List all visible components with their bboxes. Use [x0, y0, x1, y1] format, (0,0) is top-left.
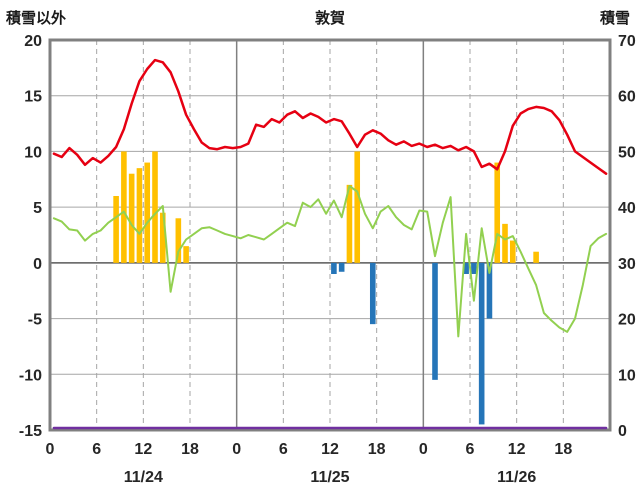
svg-text:60: 60 [618, 89, 636, 106]
right-axis-title: 積雪 [599, 10, 630, 27]
svg-text:0: 0 [232, 441, 241, 458]
svg-text:30: 30 [618, 256, 636, 273]
svg-text:40: 40 [618, 200, 636, 217]
svg-text:70: 70 [618, 33, 636, 50]
svg-text:11/24: 11/24 [124, 469, 163, 486]
svg-text:10: 10 [24, 144, 42, 161]
svg-text:0: 0 [419, 441, 428, 458]
svg-text:6: 6 [466, 441, 475, 458]
svg-text:5: 5 [33, 200, 42, 217]
svg-text:0: 0 [618, 423, 627, 440]
svg-text:11/25: 11/25 [310, 469, 349, 486]
svg-text:18: 18 [554, 441, 572, 458]
blue-bars [331, 262, 493, 425]
red-line [52, 58, 608, 175]
svg-text:12: 12 [321, 441, 339, 458]
yellow-bars [113, 151, 539, 263]
left-axis-title: 積雪以外 [6, 10, 67, 27]
svg-text:18: 18 [181, 441, 199, 458]
svg-text:6: 6 [92, 441, 101, 458]
svg-text:0: 0 [33, 256, 42, 273]
svg-text:0: 0 [46, 441, 55, 458]
svg-text:12: 12 [134, 441, 152, 458]
svg-text:12: 12 [508, 441, 526, 458]
chart-title: 敦賀 [314, 10, 345, 27]
green-line [52, 185, 608, 338]
svg-text:-10: -10 [19, 367, 42, 384]
grid-lines [50, 40, 610, 430]
svg-text:10: 10 [618, 367, 636, 384]
svg-text:-15: -15 [19, 423, 42, 440]
plot-frame [48, 38, 612, 432]
svg-text:6: 6 [279, 441, 288, 458]
svg-text:11/26: 11/26 [497, 469, 536, 486]
svg-text:50: 50 [618, 144, 636, 161]
svg-text:20: 20 [618, 312, 636, 329]
svg-text:18: 18 [368, 441, 386, 458]
svg-text:20: 20 [24, 33, 42, 50]
svg-text:-5: -5 [28, 312, 42, 329]
svg-text:15: 15 [24, 89, 42, 106]
